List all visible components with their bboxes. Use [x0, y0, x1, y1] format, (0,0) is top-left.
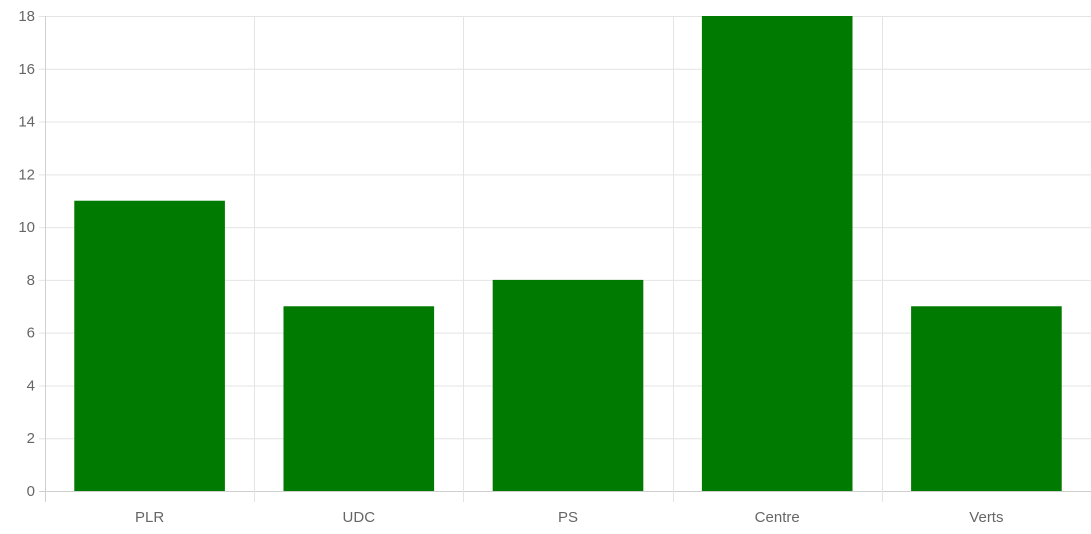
y-tick-label: 12: [18, 166, 35, 183]
x-tick-label: UDC: [343, 509, 376, 526]
bar-plr: [74, 200, 225, 491]
y-tick-label: 18: [18, 8, 35, 25]
bar-verts: [911, 306, 1062, 491]
y-tick-label: 4: [27, 377, 35, 394]
bar-ps: [492, 279, 644, 491]
y-tick-label: 8: [27, 272, 35, 289]
y-tick-label: 10: [18, 219, 35, 236]
x-tick-label: Verts: [969, 509, 1003, 526]
y-tick-label: 6: [27, 325, 35, 342]
x-tick-label: PLR: [135, 509, 164, 526]
y-tick-label: 16: [18, 61, 35, 78]
y-tick-label: 14: [18, 114, 35, 131]
bars-layer: [74, 16, 1062, 491]
bar-udc: [283, 306, 435, 491]
axis-layer: 0 2 4 6 8 10 12 14 16 18 PLR UDC PS Centre Verts: [18, 8, 1003, 526]
bar-centre: [701, 16, 853, 491]
x-tick-label: PS: [558, 509, 578, 526]
x-tick-label: Centre: [755, 509, 800, 526]
y-tick-label: 2: [27, 430, 35, 447]
y-tick-label: 0: [27, 483, 35, 500]
